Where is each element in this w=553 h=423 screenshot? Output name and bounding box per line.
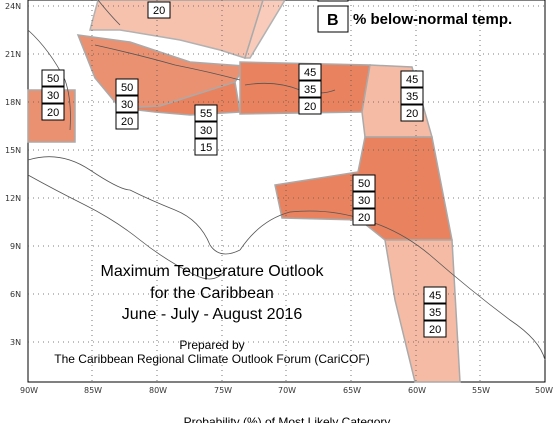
- lon-label: 65W: [343, 386, 361, 395]
- prob-value: 20: [406, 108, 418, 120]
- lon-label: 75W: [214, 386, 232, 395]
- prob-value: 20: [429, 324, 441, 336]
- prob-value: 35: [429, 307, 441, 319]
- latitude-labels: 24N 21N 18N 15N 12N 9N 6N 3N: [5, 2, 21, 347]
- lon-label: 60W: [408, 386, 426, 395]
- prob-value: 50: [121, 82, 133, 94]
- prob-box-leeward: 45 35 20: [400, 70, 424, 122]
- graticule: [28, 0, 545, 382]
- yucatan-coast: [27, 29, 71, 131]
- title-line: for the Caribbean: [150, 285, 274, 302]
- credit-line: The Caribbean Regional Climate Outlook F…: [54, 352, 369, 366]
- lon-label: 85W: [84, 386, 102, 395]
- credit-line: Prepared by: [179, 338, 244, 352]
- lat-label: 3N: [10, 338, 21, 347]
- central-america-coast: [27, 156, 241, 255]
- legend-label: % below-normal temp.: [353, 11, 512, 28]
- prob-value: 45: [406, 74, 418, 86]
- axis-caption: Probability (%) of Most Likely Category: [184, 415, 391, 423]
- region-bahamas-east: [243, 0, 286, 59]
- prob-box-hispaniola: 45 35 20: [298, 63, 322, 115]
- legend-symbol-box: [317, 5, 349, 33]
- lat-label: 6N: [10, 290, 21, 299]
- title-line: Maximum Temperature Outlook: [101, 263, 325, 280]
- lon-label: 90W: [20, 386, 38, 395]
- central-america-coast-south: [27, 174, 226, 280]
- longitude-labels: 90W 85W 80W 75W 70W 65W 60W 55W 50W: [20, 386, 553, 395]
- lat-label: 9N: [10, 242, 21, 251]
- lat-label: 21N: [5, 50, 21, 59]
- region-guianas: [384, 239, 461, 383]
- cuba-coast: [94, 44, 241, 81]
- prob-value: 20: [153, 5, 165, 17]
- prob-value: 35: [304, 84, 316, 96]
- lon-label: 50W: [535, 386, 553, 395]
- probability-boxes: 20 50 30 20 50 30 20 55 30 15: [41, 1, 447, 338]
- lon-label: 80W: [149, 386, 167, 395]
- prob-box-belize: 50 30 20: [41, 69, 65, 121]
- prob-value: 30: [358, 195, 370, 207]
- prob-box-guianas: 45 35 20: [423, 286, 447, 338]
- lat-label: 12N: [5, 194, 21, 203]
- prob-value: 55: [200, 108, 212, 120]
- prob-value: 20: [358, 212, 370, 224]
- prob-value: 45: [304, 67, 316, 79]
- legend-symbol: B: [327, 12, 339, 29]
- prob-value: 20: [121, 116, 133, 128]
- south-america-coast: [239, 210, 546, 361]
- prob-value: 20: [304, 101, 316, 113]
- prob-box-bahamas: 20: [147, 1, 171, 19]
- prob-value: 50: [47, 73, 59, 85]
- lat-label: 18N: [5, 98, 21, 107]
- prob-value: 45: [429, 290, 441, 302]
- legend: B % below-normal temp.: [317, 0, 512, 33]
- prob-value: 20: [47, 107, 59, 119]
- prob-box-jamaica: 55 30 15: [194, 104, 218, 156]
- prob-value: 30: [47, 90, 59, 102]
- prob-box-cuba: 50 30 20: [115, 78, 139, 130]
- prob-value: 35: [406, 91, 418, 103]
- coastlines: [27, 0, 546, 361]
- lon-label: 55W: [472, 386, 490, 395]
- lat-label: 24N: [5, 2, 21, 11]
- prob-value: 15: [200, 142, 212, 154]
- florida-coast: [97, 0, 121, 26]
- lon-label: 70W: [278, 386, 296, 395]
- title-line: June - July - August 2016: [122, 306, 303, 323]
- prob-box-windward: 50 30 20: [352, 174, 376, 226]
- prob-value: 30: [200, 125, 212, 137]
- prob-value: 50: [358, 178, 370, 190]
- title-block: Maximum Temperature Outlook for the Cari…: [54, 263, 369, 366]
- prob-value: 30: [121, 99, 133, 111]
- lat-label: 15N: [5, 146, 21, 155]
